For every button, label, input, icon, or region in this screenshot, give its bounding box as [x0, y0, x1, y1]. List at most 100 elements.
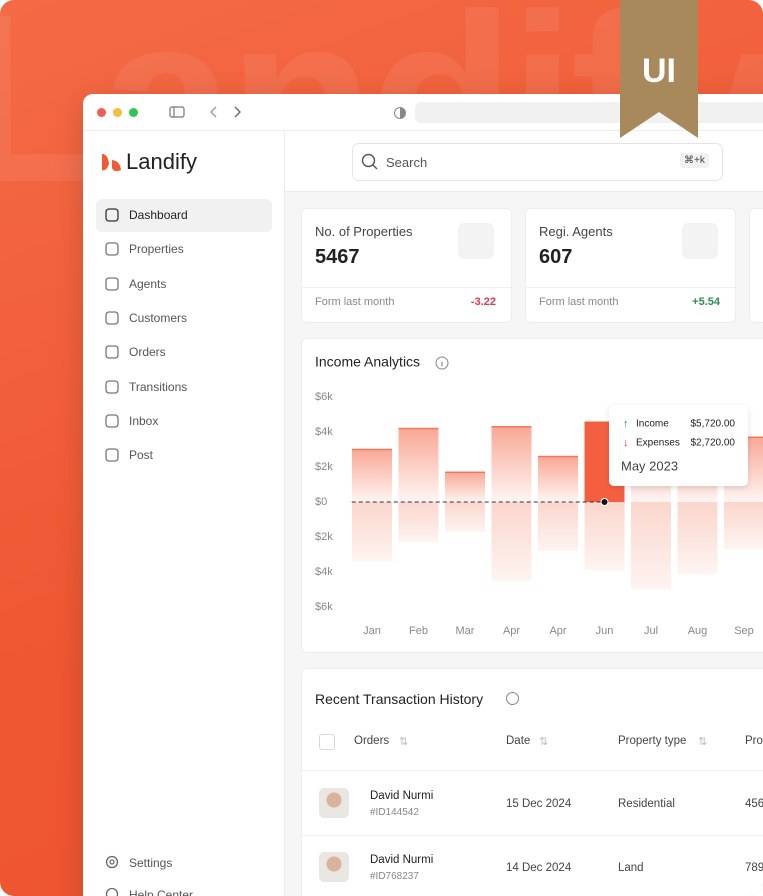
- sort-icon: ⇅: [539, 736, 549, 748]
- x-tick-label: Apr: [549, 625, 566, 637]
- maximize-button[interactable]: [129, 108, 138, 117]
- sidebar-toggle[interactable]: [169, 106, 185, 118]
- browser-controls: [169, 106, 241, 118]
- logo-leaf: [102, 154, 109, 171]
- bar: [631, 502, 671, 590]
- y-tick-label: $6k: [315, 391, 333, 403]
- logo-text: Landify: [126, 149, 197, 174]
- ribbon-label: UI: [642, 52, 676, 90]
- tooltip-value: $5,720.00: [691, 419, 736, 430]
- shield-icon: [394, 107, 406, 119]
- bar: [677, 502, 718, 574]
- nav-icon-shape: [105, 414, 119, 428]
- column-header: Date: [506, 735, 531, 747]
- date: 15 Dec 2024: [506, 798, 572, 810]
- x-tick-label: Aug: [688, 625, 708, 637]
- back-button[interactable]: [210, 106, 217, 118]
- chart-title: Income Analytics: [315, 354, 420, 370]
- x-tick-label: Apr: [503, 625, 520, 637]
- tooltip-series: Expenses: [636, 438, 680, 449]
- x-tick-label: Jun: [596, 625, 614, 637]
- settings-icon: [105, 855, 119, 869]
- date: 14 Dec 2024: [506, 862, 572, 874]
- nav-item[interactable]: Dashboard: [129, 208, 188, 222]
- bar: [538, 502, 578, 551]
- stat-icon: [458, 223, 494, 259]
- x-tick-label: Feb: [409, 625, 428, 637]
- address-bar[interactable]: [415, 102, 763, 123]
- x-tick-label: Jan: [363, 625, 381, 637]
- nav-icon-shape: [105, 379, 119, 394]
- y-tick-label: $4k: [315, 566, 333, 578]
- nav-icon-shape: [105, 276, 119, 291]
- sort-icon: ⇅: [399, 736, 409, 748]
- nav-icon: [105, 414, 119, 428]
- stat-change: +5.54: [692, 296, 720, 308]
- bar: [398, 428, 439, 502]
- column-header: Property type: [618, 735, 687, 747]
- avatar: [319, 852, 349, 882]
- customer-name: David Nurmi: [370, 854, 434, 866]
- price: 789: [745, 862, 763, 874]
- search-shortcut: ⌘+k: [680, 153, 709, 168]
- price: 456: [745, 798, 763, 810]
- stat-card: [749, 208, 763, 323]
- bar: [445, 472, 485, 502]
- info-icon[interactable]: [435, 356, 449, 370]
- column-header: Pro: [745, 735, 763, 747]
- nav-item[interactable]: Agents: [129, 276, 167, 291]
- transactions-title: Recent Transaction History: [315, 691, 484, 707]
- minimize-button[interactable]: [113, 108, 122, 117]
- tooltip-arrow: ↓: [623, 437, 629, 449]
- nav-item[interactable]: Settings: [129, 856, 173, 870]
- sort-icon: ⇅: [698, 736, 708, 748]
- info-icon[interactable]: [506, 692, 519, 705]
- ribbon: UI: [620, 0, 698, 138]
- nav-item[interactable]: Transitions: [129, 379, 188, 394]
- bar: [398, 502, 439, 543]
- x-tick-label: Mar: [456, 625, 475, 637]
- stat-value: 5467: [315, 246, 360, 268]
- stat-label: Regi. Agents: [539, 224, 613, 239]
- y-tick-label: $2k: [315, 531, 333, 543]
- nav-item[interactable]: Inbox: [129, 413, 159, 428]
- search-box[interactable]: [352, 143, 723, 181]
- bar: [491, 502, 532, 581]
- income-chart: Income Analytics $6k $4k $2k $0 $2k $4k $6k Jan…: [315, 354, 763, 637]
- customer-name: David Nurmi: [370, 790, 434, 802]
- stat-icon: [682, 223, 718, 259]
- stat-divider: [301, 287, 511, 288]
- stat-footer: Form last month: [315, 296, 395, 308]
- nav-item[interactable]: Customers: [129, 310, 188, 325]
- property-type: Residential: [618, 798, 675, 810]
- logo-icon: [102, 154, 121, 172]
- bar: [352, 502, 392, 562]
- nav-icon: [105, 242, 119, 256]
- nav-item[interactable]: Orders: [129, 345, 166, 360]
- sidebar: [83, 131, 285, 896]
- stat-divider: [525, 287, 735, 288]
- transactions-card: [301, 668, 763, 896]
- x-tick-label: Sep: [734, 625, 754, 637]
- bar: [445, 502, 485, 532]
- nav-icon: [105, 208, 119, 222]
- nav-icon: [105, 379, 119, 394]
- select-all-checkbox[interactable]: [319, 734, 335, 750]
- nav-icon: [105, 448, 119, 462]
- nav-item[interactable]: Help Center: [129, 888, 194, 896]
- search-icon: [361, 153, 378, 170]
- tooltip: [609, 405, 748, 486]
- logo-leaf: [112, 160, 121, 172]
- nav-item[interactable]: Properties: [129, 242, 184, 257]
- tooltip-series: Income: [636, 419, 669, 430]
- nav-icon: [105, 345, 119, 359]
- ribbon-shape: [620, 0, 698, 138]
- close-button[interactable]: [97, 108, 106, 117]
- y-tick-label: $2k: [315, 461, 333, 473]
- active-nav-bg: [96, 199, 272, 232]
- stat-change: -3.22: [470, 296, 496, 308]
- nav-item[interactable]: Post: [129, 448, 154, 463]
- stat-label: No. of Properties: [315, 224, 413, 239]
- forward-button[interactable]: [234, 106, 241, 118]
- nav-icon-shape: [105, 311, 119, 325]
